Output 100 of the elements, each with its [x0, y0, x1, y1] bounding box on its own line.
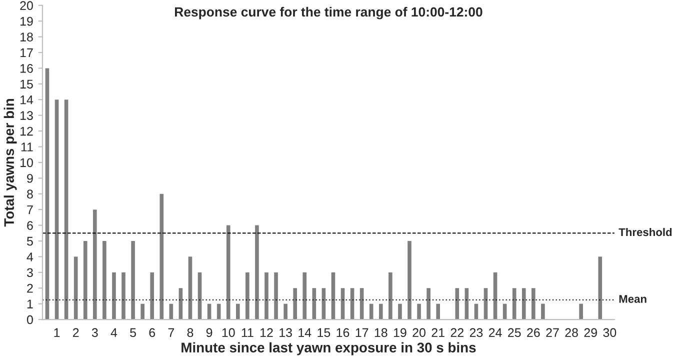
y-tick-label: 14: [20, 96, 34, 104]
x-tick-label: 8: [187, 328, 194, 338]
x-tick-label: 26: [527, 328, 540, 338]
x-tick-label: 24: [488, 328, 502, 337]
y-tick-label: 20: [20, 1, 33, 10]
bar: [455, 288, 460, 320]
bar: [464, 288, 469, 320]
y-tick-label: 6: [27, 221, 33, 230]
bar: [198, 272, 202, 320]
bar: [226, 225, 230, 320]
bar: [236, 304, 240, 320]
bar: [532, 288, 536, 320]
y-tick-label: 2: [27, 284, 33, 293]
bar: [378, 304, 383, 320]
bar: [312, 288, 316, 320]
bar: [484, 288, 488, 320]
y-tick-label: 15: [20, 80, 33, 89]
ref-line-label: Threshold: [618, 228, 672, 236]
y-tick-label: 18: [20, 32, 33, 42]
x-tick-label: 12: [260, 328, 273, 337]
bar: [284, 304, 288, 320]
x-tick-label: 10: [222, 328, 235, 338]
bar: [140, 304, 144, 320]
bar: [493, 272, 498, 320]
ref-line-label: Mean: [619, 295, 646, 303]
bar: [408, 240, 412, 320]
x-tick-label: 29: [584, 328, 597, 338]
bar: [512, 288, 516, 320]
bar: [331, 272, 336, 320]
bar: [426, 288, 430, 320]
bar: [178, 288, 183, 320]
bar: [83, 240, 88, 320]
bar: [293, 288, 297, 320]
x-tick-label: 22: [450, 328, 464, 337]
bar: [350, 288, 354, 320]
bar: [188, 256, 192, 320]
bar: [522, 288, 526, 320]
x-tick-label: 30: [603, 328, 616, 338]
x-tick-label: 11: [242, 328, 254, 337]
x-tick-label: 28: [565, 328, 578, 338]
bar: [322, 288, 326, 320]
x-tick-label: 5: [130, 328, 136, 338]
x-tick-label: 19: [394, 328, 406, 338]
bar: [255, 225, 259, 320]
bar: [246, 272, 250, 320]
bar: [398, 304, 402, 320]
x-tick-label: 9: [206, 328, 212, 338]
x-tick-label: 6: [149, 328, 156, 338]
x-tick-label: 18: [374, 328, 388, 338]
bar: [122, 272, 126, 320]
y-tick-label: 4: [26, 252, 34, 262]
y-tick-label: 13: [20, 111, 33, 120]
bar: [388, 272, 392, 320]
y-tick-label: 7: [27, 205, 33, 214]
bar: [340, 288, 345, 320]
x-tick-label: 21: [432, 328, 444, 337]
x-tick-label: 13: [280, 328, 292, 338]
bar: [45, 68, 50, 320]
bar: [160, 194, 164, 320]
x-tick-label: 15: [318, 328, 330, 338]
y-tick-label: 12: [20, 126, 33, 136]
bar: [112, 272, 116, 320]
bar: [417, 304, 421, 320]
y-tick-label: 5: [26, 236, 33, 246]
x-tick-label: 17: [356, 328, 368, 337]
bar: [274, 272, 278, 320]
y-axis-title: Total yawns per bin: [4, 98, 17, 227]
bar: [92, 210, 97, 320]
bar: [302, 272, 307, 320]
x-tick-label: 14: [298, 328, 312, 337]
bar: [598, 256, 602, 320]
bar: [64, 100, 68, 320]
bar: [102, 240, 106, 320]
x-tick-label: 1: [54, 328, 60, 337]
y-tick-label: 16: [20, 64, 33, 73]
y-tick-label: 19: [20, 16, 33, 26]
bar: [360, 288, 364, 320]
x-tick-label: 27: [546, 328, 559, 337]
y-tick-label: 9: [27, 174, 33, 183]
x-tick-label: 25: [508, 328, 521, 338]
bar: [369, 304, 374, 320]
x-tick-label: 4: [110, 328, 118, 337]
x-tick-label: 20: [412, 328, 426, 338]
x-tick-label: 7: [168, 328, 174, 337]
y-tick-label: 8: [27, 190, 33, 199]
y-tick-label: 3: [26, 268, 33, 278]
x-tick-label: 2: [72, 328, 79, 337]
bar: [541, 304, 545, 320]
x-tick-label: 3: [92, 328, 98, 338]
y-tick-label: 10: [20, 158, 33, 168]
y-tick-label: 1: [27, 300, 33, 308]
bar: [264, 272, 268, 320]
bar: [74, 256, 78, 320]
bar: [54, 100, 59, 320]
y-tick-label: 17: [20, 48, 33, 58]
y-tick-label: 11: [21, 142, 33, 152]
y-tick-label: 0: [26, 315, 33, 324]
x-tick-label: 23: [470, 328, 483, 338]
bar: [436, 304, 440, 320]
bar: [131, 240, 135, 320]
